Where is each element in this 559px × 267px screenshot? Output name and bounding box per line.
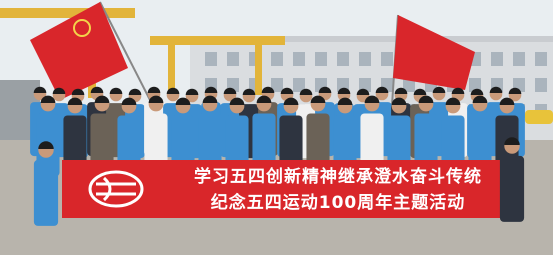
photo: 学习五四创新精神继承澄水奋斗传统 纪念五四运动100周年主题活动 xyxy=(0,0,559,267)
window xyxy=(293,52,305,66)
window xyxy=(315,52,327,66)
window xyxy=(535,78,547,92)
window xyxy=(513,52,525,66)
window xyxy=(535,52,547,66)
banner-line: 纪念五四运动100周年主题活动 xyxy=(211,192,466,213)
car xyxy=(525,110,553,124)
banner-line: 学习五四创新精神继承澄水奋斗传统 xyxy=(194,166,482,187)
body xyxy=(34,160,58,226)
window xyxy=(205,52,217,66)
banner: 学习五四创新精神继承澄水奋斗传统 纪念五四运动100周年主题活动 xyxy=(62,160,515,218)
body xyxy=(500,156,524,222)
page: 学习五四创新精神继承澄水奋斗传统 纪念五四运动100周年主题活动 (() => … xyxy=(0,0,559,267)
window xyxy=(337,52,349,66)
margin xyxy=(553,0,559,267)
margin xyxy=(0,255,559,267)
window xyxy=(491,52,503,66)
window xyxy=(227,52,239,66)
window xyxy=(381,52,393,66)
window xyxy=(359,52,371,66)
window xyxy=(271,52,283,66)
